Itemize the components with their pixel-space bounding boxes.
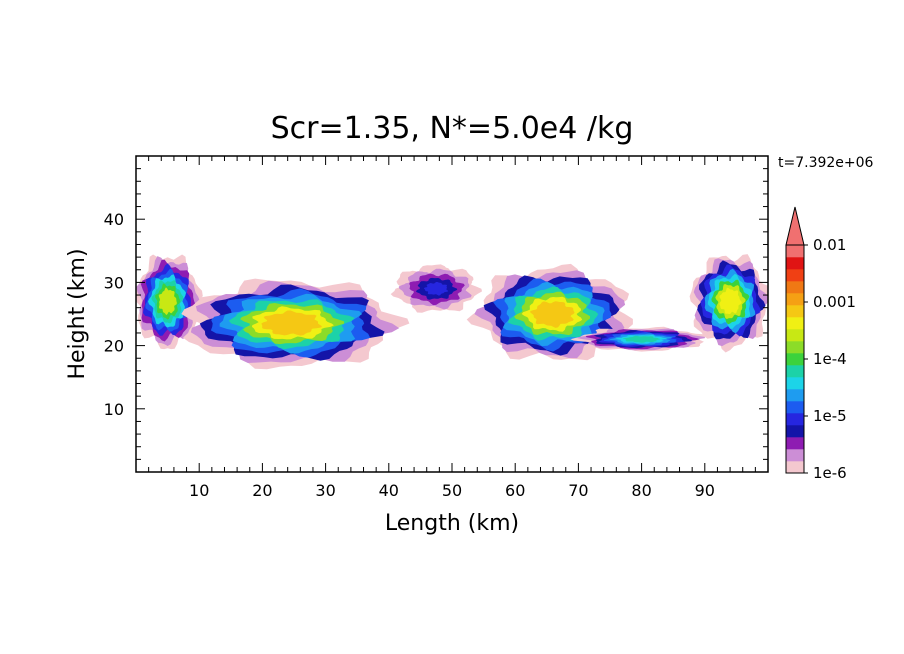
contour-cloud-center-small <box>424 282 449 296</box>
colorbar-swatch <box>786 341 804 354</box>
contour-tail-east <box>623 335 661 343</box>
y-tick-label: 40 <box>104 210 124 229</box>
chart-title: Scr=1.35, N*=5.0e4 /kg <box>271 111 634 146</box>
x-tick-label: 10 <box>189 481 209 500</box>
colorbar-swatch <box>786 353 804 366</box>
y-tick-label: 30 <box>104 273 124 292</box>
contour-fields <box>136 254 768 370</box>
colorbar-label: 1e-5 <box>813 407 847 425</box>
colorbar-swatch <box>786 377 804 390</box>
colorbar-extend-arrow <box>785 206 805 246</box>
x-tick-labels: 10 20 30 40 50 60 70 80 90 <box>189 481 715 500</box>
colorbar-label: 1e-6 <box>813 464 847 482</box>
x-tick-label: 40 <box>379 481 399 500</box>
colorbar-swatch <box>786 293 804 306</box>
x-axis-label: Length (km) <box>385 511 519 536</box>
axis-ticks <box>136 156 768 472</box>
x-tick-label: 90 <box>695 481 715 500</box>
colorbar-label: 1e-4 <box>813 350 847 368</box>
x-tick-label: 60 <box>505 481 525 500</box>
colorbar-swatch <box>786 401 804 414</box>
x-tick-label: 50 <box>442 481 462 500</box>
colorbar-swatch <box>786 389 804 402</box>
colorbar-swatch <box>786 329 804 342</box>
contour-left-edge <box>158 287 177 315</box>
colorbar-swatch <box>786 437 804 450</box>
colorbar-swatch <box>786 257 804 270</box>
colorbar: 0.01 0.001 1e-4 1e-5 1e-6 <box>785 206 856 482</box>
colorbar-swatch <box>786 269 804 282</box>
colorbar-swatch <box>786 317 804 330</box>
contour-cloud-west <box>261 310 322 336</box>
colorbar-swatch <box>786 425 804 438</box>
contour-right-edge <box>719 287 742 314</box>
contour-cloud-east <box>530 301 575 328</box>
time-stamp: t=7.392e+06 <box>778 155 874 171</box>
colorbar-swatch <box>786 461 804 474</box>
x-tick-label: 80 <box>631 481 651 500</box>
colorbar-label: 0.01 <box>813 236 846 254</box>
colorbar-swatch <box>786 413 804 426</box>
y-axis-label: Height (km) <box>65 248 90 379</box>
colorbar-swatch <box>786 305 804 318</box>
y-tick-label: 10 <box>104 400 124 419</box>
colorbar-label: 0.001 <box>813 293 856 311</box>
colorbar-swatch <box>786 245 804 258</box>
y-tick-labels: 10 20 30 40 <box>104 210 124 419</box>
x-tick-label: 30 <box>315 481 335 500</box>
x-tick-label: 70 <box>568 481 588 500</box>
colorbar-swatch <box>786 365 804 378</box>
y-tick-label: 20 <box>104 337 124 356</box>
colorbar-swatch <box>786 281 804 294</box>
colorbar-swatch <box>786 449 804 462</box>
x-tick-label: 20 <box>252 481 272 500</box>
